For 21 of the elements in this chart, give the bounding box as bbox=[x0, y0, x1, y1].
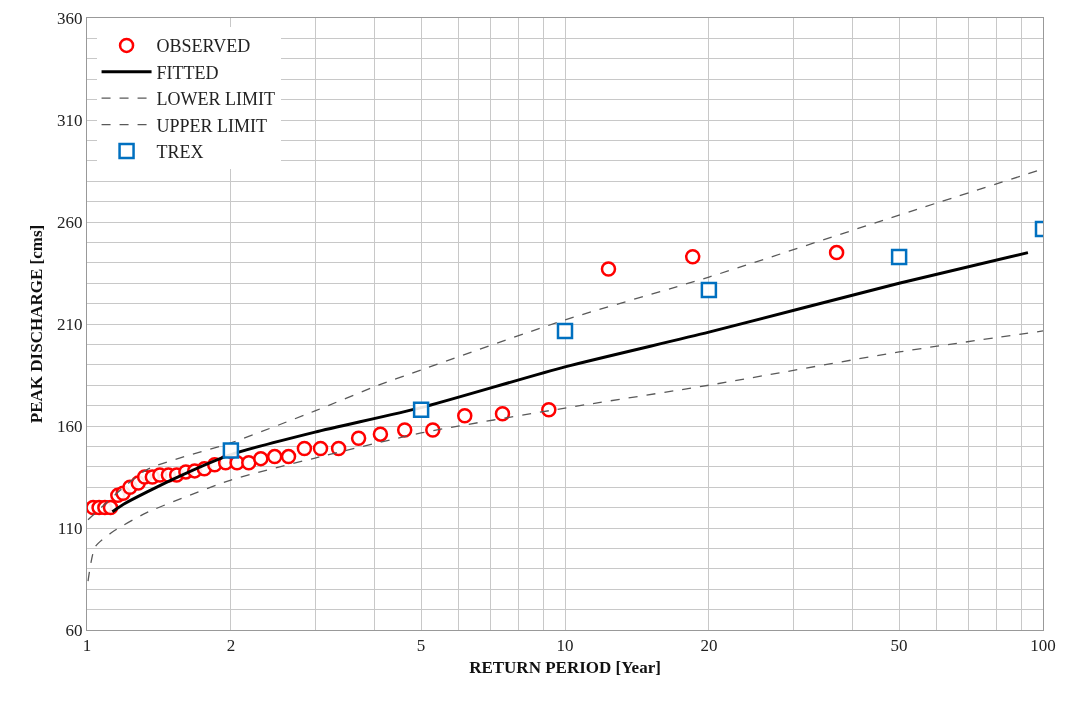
legend-label: LOWER LIMIT bbox=[156, 89, 276, 110]
x-tick-label: 1 bbox=[82, 636, 92, 656]
legend-label: TREX bbox=[156, 142, 204, 162]
x-axis-title: RETURN PERIOD [Year] bbox=[469, 657, 661, 677]
y-tick-label: 210 bbox=[57, 314, 83, 334]
legend-label: UPPER LIMIT bbox=[156, 115, 268, 136]
y-axis-title: PEAK DISCHARGE [cms] bbox=[26, 224, 46, 424]
y-tick-label: 110 bbox=[57, 518, 83, 538]
x-tick-label: 100 bbox=[1030, 636, 1056, 656]
y-tick-label: 310 bbox=[57, 110, 83, 130]
x-tick-label: 10 bbox=[556, 636, 574, 656]
x-tick-label: 2 bbox=[226, 636, 236, 656]
y-tick-label: 160 bbox=[57, 416, 83, 436]
legend-label: OBSERVED bbox=[156, 36, 251, 57]
legend-label: FITTED bbox=[156, 62, 219, 83]
y-tick-label: 60 bbox=[65, 620, 83, 640]
y-tick-label: 260 bbox=[57, 212, 83, 232]
x-tick-label: 5 bbox=[416, 636, 426, 656]
x-tick-label: 50 bbox=[890, 636, 908, 656]
x-tick-label: 20 bbox=[700, 636, 718, 656]
y-tick-label: 360 bbox=[57, 8, 83, 28]
